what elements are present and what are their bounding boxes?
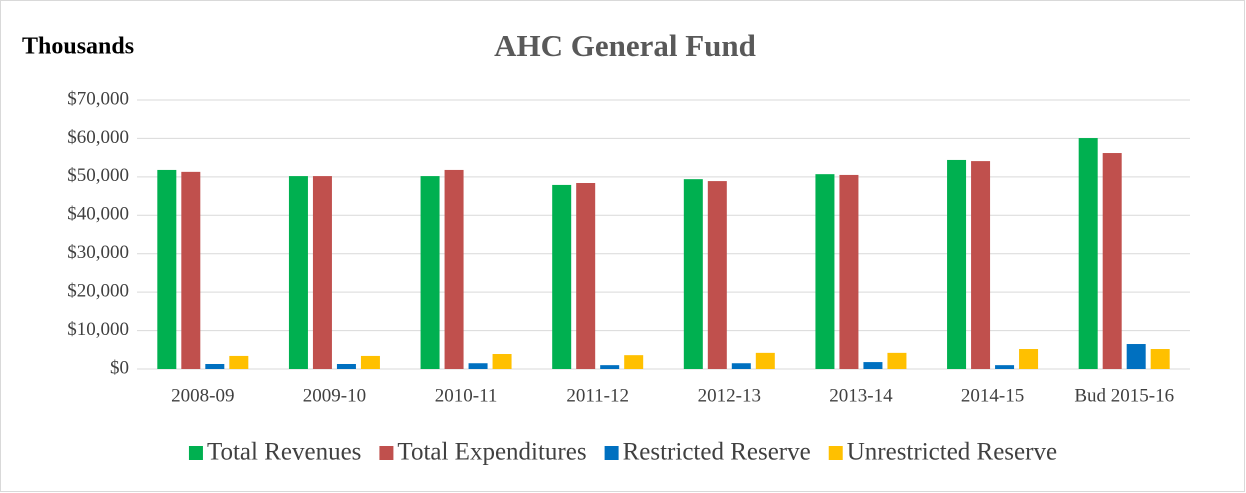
bar <box>1078 138 1098 369</box>
bar <box>1126 344 1146 369</box>
legend-swatch <box>379 446 394 460</box>
bar <box>1150 349 1170 369</box>
x-tick-label: 2010-11 <box>435 385 498 406</box>
bar <box>468 363 488 369</box>
bar <box>815 174 835 369</box>
y-tick-label: $40,000 <box>67 204 129 225</box>
legend: Total Revenues Total Expenditures Restrict… <box>188 439 1057 466</box>
bar <box>863 362 883 369</box>
bar <box>552 184 572 369</box>
bar <box>181 171 201 369</box>
y-tick-label: $0 <box>110 357 129 378</box>
x-tick-label: 2011-12 <box>566 385 629 406</box>
bar <box>887 352 907 369</box>
legend-swatch <box>828 446 843 460</box>
x-tick-label: 2013-14 <box>829 385 893 406</box>
y-tick-label: $30,000 <box>67 242 129 263</box>
x-tick-label: 2008-09 <box>171 385 234 406</box>
bar <box>1019 349 1039 369</box>
x-tick-label: 2009-10 <box>303 385 366 406</box>
y-tick-label: $60,000 <box>67 127 129 148</box>
y-tick-label: $10,000 <box>67 319 129 340</box>
legend-label: Total Expenditures <box>397 439 586 466</box>
bar <box>444 169 464 369</box>
bar <box>1102 153 1122 369</box>
legend-swatch <box>604 446 619 460</box>
bar <box>205 364 225 369</box>
bar <box>336 364 356 369</box>
bar <box>755 352 775 369</box>
bar <box>229 355 249 369</box>
bar <box>839 174 859 369</box>
bar <box>731 363 751 369</box>
bar <box>971 161 991 369</box>
x-tick-label: 2012-13 <box>698 385 761 406</box>
bar <box>947 159 967 369</box>
bar <box>312 176 332 369</box>
y-tick-label: $50,000 <box>67 165 129 186</box>
bar <box>707 181 727 369</box>
bar <box>624 355 644 369</box>
bar <box>288 176 308 369</box>
bar <box>492 354 512 369</box>
y-tick-label: $70,000 <box>67 88 129 109</box>
bar <box>420 176 440 369</box>
chart-title: AHC General Fund <box>494 28 756 63</box>
bar <box>157 169 177 369</box>
bar <box>995 365 1015 369</box>
bar <box>576 183 596 369</box>
bar <box>360 355 380 369</box>
legend-label: Total Revenues <box>207 439 361 466</box>
bar <box>683 179 703 369</box>
unit-label: Thousands <box>22 34 134 60</box>
y-tick-label: $20,000 <box>67 281 129 302</box>
x-tick-label: 2014-15 <box>961 385 1024 406</box>
bar <box>600 365 620 369</box>
legend-swatch <box>188 446 203 460</box>
x-tick-label: Bud 2015-16 <box>1074 385 1174 406</box>
legend-label: Unrestricted Reserve <box>847 439 1057 466</box>
legend-label: Restricted Reserve <box>623 439 811 466</box>
